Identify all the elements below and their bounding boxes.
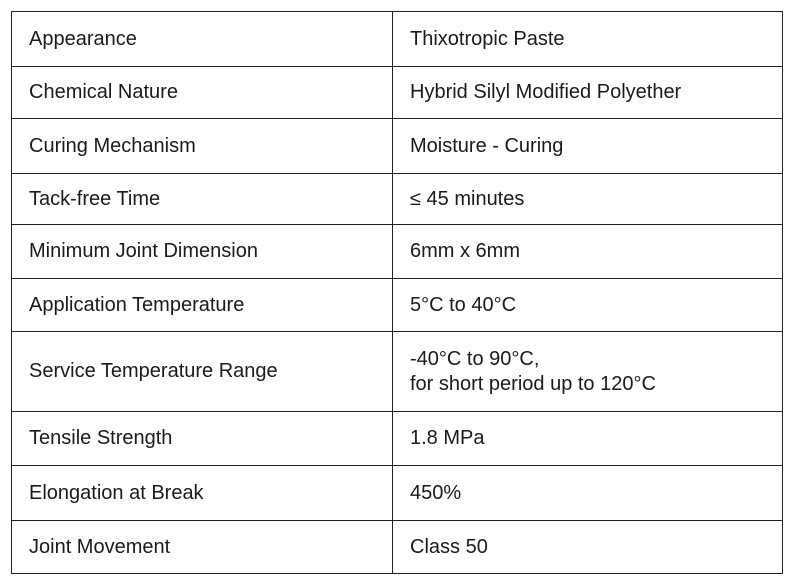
property-cell: Tensile Strength bbox=[11, 411, 393, 466]
property-cell: Minimum Joint Dimension bbox=[11, 224, 393, 279]
spec-row: Tack-free Time ≤ 45 minutes bbox=[11, 173, 783, 225]
value-cell: Thixotropic Paste bbox=[392, 11, 783, 67]
value-cell: 1.8 MPa bbox=[392, 411, 783, 466]
spec-row: Appearance Thixotropic Paste bbox=[11, 11, 783, 67]
value-cell: 6mm x 6mm bbox=[392, 224, 783, 279]
property-cell: Service Temperature Range bbox=[11, 331, 393, 412]
property-cell: Application Temperature bbox=[11, 278, 393, 332]
spec-row: Elongation at Break 450% bbox=[11, 465, 783, 521]
property-cell: Elongation at Break bbox=[11, 465, 393, 521]
property-cell: Joint Movement bbox=[11, 520, 393, 574]
spec-table: Appearance Thixotropic Paste Chemical Natu… bbox=[11, 11, 783, 574]
spec-row: Tensile Strength 1.8 MPa bbox=[11, 411, 783, 466]
property-cell: Appearance bbox=[11, 11, 393, 67]
property-cell: Chemical Nature bbox=[11, 66, 393, 119]
property-cell: Curing Mechanism bbox=[11, 118, 393, 174]
value-cell: -40°C to 90°C, for short period up to 120… bbox=[392, 331, 783, 412]
spec-row: Application Temperature 5°C to 40°C bbox=[11, 278, 783, 332]
value-cell: Hybrid Silyl Modified Polyether bbox=[392, 66, 783, 119]
property-cell: Tack-free Time bbox=[11, 173, 393, 225]
spec-row: Curing Mechanism Moisture - Curing bbox=[11, 118, 783, 174]
spec-row: Service Temperature Range -40°C to 90°C, f… bbox=[11, 331, 783, 412]
value-cell: 5°C to 40°C bbox=[392, 278, 783, 332]
spec-row: Minimum Joint Dimension 6mm x 6mm bbox=[11, 224, 783, 279]
spec-row: Joint Movement Class 50 bbox=[11, 520, 783, 574]
value-line: -40°C to 90°C, bbox=[410, 347, 540, 370]
value-cell: 450% bbox=[392, 465, 783, 521]
value-line: for short period up to 120°C bbox=[410, 372, 656, 395]
value-cell: Class 50 bbox=[392, 520, 783, 574]
spec-row: Chemical Nature Hybrid Silyl Modified Pol… bbox=[11, 66, 783, 119]
value-cell: ≤ 45 minutes bbox=[392, 173, 783, 225]
value-cell: Moisture - Curing bbox=[392, 118, 783, 174]
